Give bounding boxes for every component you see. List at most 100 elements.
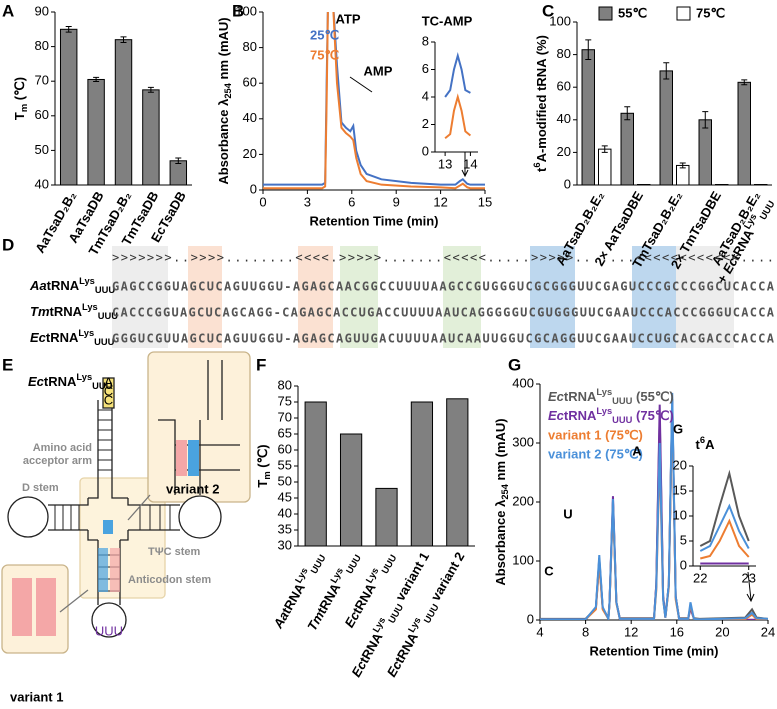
y-tick-label: 55 bbox=[278, 457, 292, 472]
x-tick-label-part: Ec bbox=[384, 658, 405, 680]
x-tick-label: 20 bbox=[715, 624, 729, 639]
annotation: G bbox=[673, 421, 683, 436]
x-tick-label-part: UUU bbox=[380, 553, 399, 576]
y-tick-label: 80 bbox=[278, 377, 292, 392]
row-label-part: UUU bbox=[98, 311, 118, 321]
bar bbox=[114, 39, 133, 186]
y-tick-label: 10 bbox=[673, 507, 687, 522]
bar bbox=[698, 119, 713, 186]
row-label-part: Aa bbox=[29, 278, 47, 293]
y-axis-label-part: 254 bbox=[500, 483, 510, 499]
y-axis-label-part: 6 bbox=[532, 162, 542, 167]
bar bbox=[339, 433, 363, 547]
legend-label-part: Ec bbox=[548, 408, 565, 423]
x-tick-label: 24 bbox=[761, 624, 775, 639]
y-axis-label-part: nm (mAU) bbox=[493, 418, 508, 484]
x-tick-label-part: Lys bbox=[371, 616, 388, 635]
y-tick-label: 40 bbox=[35, 176, 49, 191]
legend-label-part: tRNA bbox=[564, 389, 597, 404]
y-axis-label-part: nm (mAU) bbox=[216, 17, 231, 83]
y-tick-label: 45 bbox=[278, 489, 292, 504]
y-tick-label: 300 bbox=[512, 434, 534, 449]
structure-line: >>>>>>>..>>>>........<<<<.>>>>>.......<<… bbox=[112, 251, 774, 265]
x-tick-label: 12 bbox=[624, 624, 638, 639]
row-label-part: tRNA bbox=[47, 278, 80, 293]
bar bbox=[581, 49, 596, 186]
x-tick-label-part: tRNA bbox=[350, 580, 380, 616]
x-axis-label: Retention Time (min) bbox=[309, 213, 438, 228]
line-series bbox=[444, 51, 471, 98]
y-axis-label-part: t bbox=[534, 167, 549, 172]
line-series bbox=[263, 12, 485, 190]
peak-arrows bbox=[349, 76, 755, 603]
x-tick-label-part: tRNA bbox=[357, 630, 387, 666]
legend-label: EctRNALysUUU (75℃) bbox=[548, 406, 674, 425]
bar bbox=[375, 487, 398, 547]
x-tick-label-part: Ec bbox=[342, 608, 363, 630]
legend-label-part: (75℃) bbox=[632, 408, 673, 423]
row-label-part: Ec bbox=[30, 330, 47, 345]
diagram-title-part: tRNA bbox=[44, 374, 77, 389]
x-tick-label-part: Ec bbox=[720, 254, 741, 276]
annotation: AMP bbox=[364, 63, 393, 78]
x-tick-label: 23 bbox=[741, 570, 755, 585]
error-bar bbox=[679, 162, 686, 169]
legend-label-part: UUU bbox=[612, 415, 632, 425]
y-tick-label: 35 bbox=[278, 521, 292, 536]
base-letter: C bbox=[104, 392, 113, 407]
y-tick-label: 40 bbox=[243, 110, 257, 125]
y-axis-label-part: (℃) bbox=[12, 77, 27, 104]
legend-label: variant 2 (75℃) bbox=[548, 446, 643, 461]
diagram-title: EctRNALysUUU bbox=[28, 372, 113, 391]
row-label-part: tRNA bbox=[50, 304, 83, 319]
y-tick-label: 80 bbox=[243, 39, 257, 54]
x-tick-label: 0 bbox=[259, 194, 266, 209]
error-bar bbox=[585, 39, 592, 60]
panel-label: A bbox=[2, 1, 14, 20]
error-bar bbox=[93, 76, 100, 83]
y-tick-label: 90 bbox=[35, 3, 49, 18]
diagram-title-part: UUU bbox=[92, 381, 112, 391]
bar bbox=[620, 112, 635, 186]
diagram-title-part: Lys bbox=[76, 372, 92, 382]
x-tick-label: AaTsaD₂B₂ bbox=[32, 189, 79, 256]
y-axis-label-part: 254 bbox=[223, 82, 233, 98]
x-tick-label: 8 bbox=[582, 624, 589, 639]
x-tick-label-part: tRNA bbox=[314, 580, 344, 616]
anticodon: UUU bbox=[95, 623, 123, 638]
error-bar bbox=[65, 26, 72, 33]
y-axis-label-part: T bbox=[255, 480, 270, 488]
legend-label-part: Ec bbox=[548, 389, 565, 404]
row-label-part: Tm bbox=[30, 304, 50, 319]
y-tick-label: 80 bbox=[35, 38, 49, 53]
x-tick-label: AatRNALysUUU bbox=[269, 549, 329, 633]
line-series bbox=[700, 518, 750, 560]
bar bbox=[59, 28, 78, 186]
x-tick-label: 9 bbox=[393, 194, 400, 209]
y-tick-label: 2 bbox=[422, 116, 429, 131]
legend-swatch bbox=[598, 6, 613, 21]
y-tick-label: 400 bbox=[512, 375, 534, 390]
y-tick-label: 75 bbox=[278, 393, 292, 408]
y-tick-label: 0 bbox=[527, 611, 534, 626]
diagram-label: D stem bbox=[22, 482, 59, 494]
bar bbox=[737, 81, 752, 186]
y-tick-label: 100 bbox=[549, 13, 571, 28]
panel-label: D bbox=[2, 235, 14, 254]
x-tick-label: 15 bbox=[478, 194, 492, 209]
y-tick-label: 50 bbox=[278, 473, 292, 488]
y-tick-label: 60 bbox=[557, 79, 571, 94]
row-label-part: tRNA bbox=[46, 330, 79, 345]
line-series bbox=[540, 392, 768, 620]
legend-label-part: tRNA bbox=[564, 408, 597, 423]
y-tick-label: 60 bbox=[35, 107, 49, 122]
bar bbox=[598, 148, 612, 186]
y-tick-label: 200 bbox=[512, 493, 534, 508]
legend-label: 75℃ bbox=[696, 5, 725, 20]
inset-title: t6A bbox=[696, 435, 716, 452]
bar bbox=[659, 70, 674, 186]
row-label-part: UUU bbox=[94, 337, 114, 347]
y-tick-label: 20 bbox=[557, 144, 571, 159]
sequence: GAGCCGGUAGCUCAGUUGGU-AGAGCAACGGCCUUUUAAG… bbox=[112, 280, 775, 294]
error-bar bbox=[601, 145, 608, 153]
